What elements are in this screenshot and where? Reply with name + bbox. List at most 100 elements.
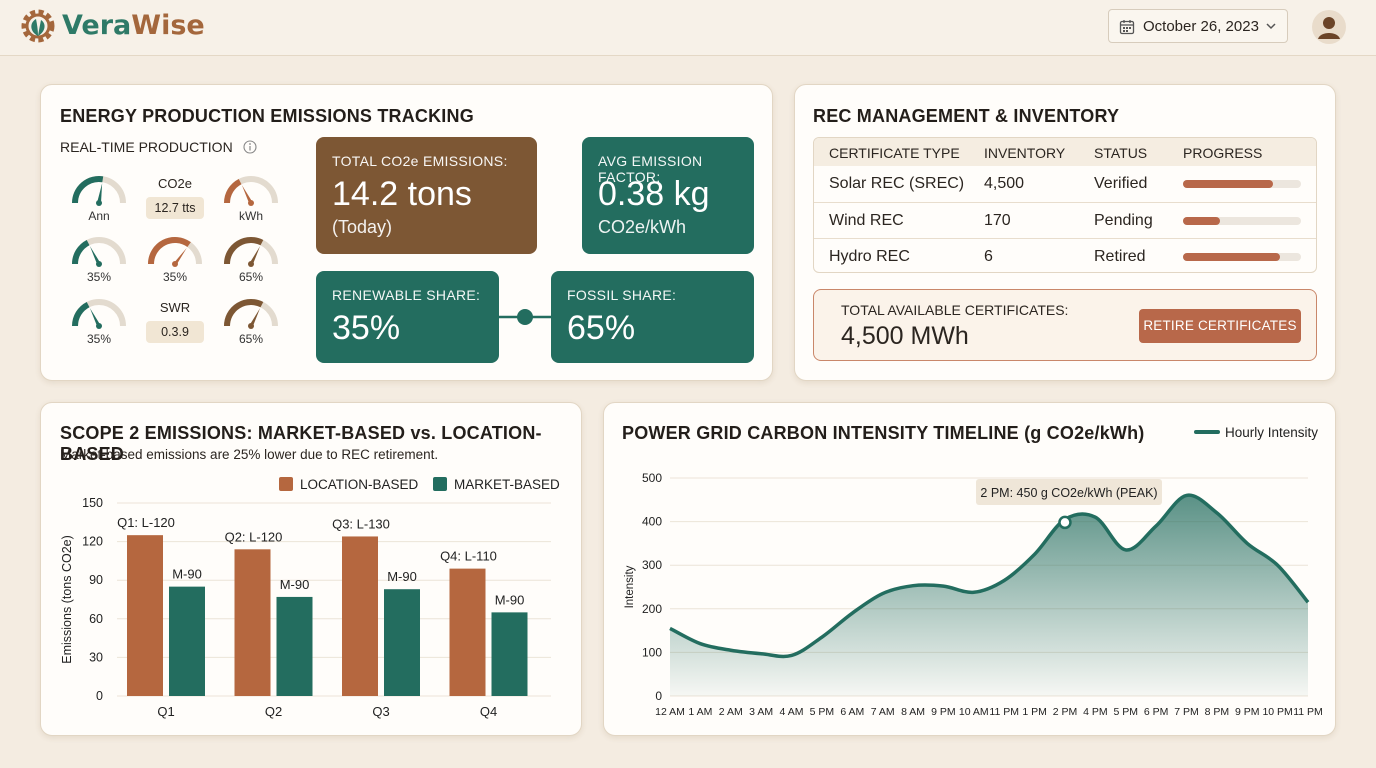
grid-title: POWER GRID CARBON INTENSITY TIMELINE (g …: [622, 423, 1145, 443]
rec-table: CERTIFICATE TYPE INVENTORY STATUS PROGRE…: [813, 137, 1317, 273]
cert-type: Hydro REC: [829, 248, 910, 265]
x-tick-label: 9 PM: [1235, 706, 1260, 718]
energy-card-title: ENERGY PRODUCTION EMISSIONS TRACKING: [60, 106, 474, 126]
legend-label: MARKET-BASED: [454, 477, 560, 492]
calendar-icon: [1119, 20, 1135, 35]
col-header-inventory: INVENTORY: [984, 145, 1066, 161]
bar-market-based: [169, 586, 205, 696]
cert-status: Verified: [1094, 175, 1148, 192]
x-tick-label: 11 PM: [1293, 706, 1323, 718]
gauge-dial-icon: [72, 299, 126, 329]
gauge-label: 65%: [238, 270, 264, 284]
gauge-row2-mid: 35%: [145, 234, 205, 290]
peak-marker: [1058, 515, 1072, 530]
y-axis-label: Intensity: [624, 565, 636, 608]
gauge-fill: [72, 301, 90, 327]
y-tick-label: 100: [642, 645, 662, 659]
renewable-share-value: 35%: [332, 309, 401, 347]
gauge-fill: [72, 239, 90, 265]
bar-data-label: Q4: L-110: [440, 549, 497, 564]
co2e-value: 12.7 tts: [146, 197, 204, 219]
y-tick-label: 60: [89, 612, 103, 626]
info-icon[interactable]: [243, 140, 257, 154]
energy-emissions-card: ENERGY PRODUCTION EMISSIONS TRACKING REA…: [40, 84, 773, 381]
gauge-hub: [248, 323, 254, 329]
scope2-bar-chart: 0 30 60 90 120 150 Emissions (tons CO2e) Q1: L-…: [60, 477, 560, 719]
gauge-dial-icon: [224, 237, 278, 267]
gauge-label: 35%: [86, 270, 112, 284]
date-value: October 26, 2023: [1143, 18, 1259, 35]
x-tick-label: 4 AM: [780, 706, 804, 718]
share-connector: [499, 309, 551, 325]
y-tick-label: 120: [82, 535, 103, 549]
y-tick-label: 150: [82, 496, 103, 510]
gauge-dial-icon: [148, 237, 202, 267]
total-certificates-value: 4,500 MWh: [841, 322, 969, 350]
fossil-share-value: 65%: [567, 309, 636, 347]
brand-name: VeraWise: [62, 10, 205, 41]
rec-management-card: REC MANAGEMENT & INVENTORY CERTIFICATE T…: [794, 84, 1336, 381]
date-picker[interactable]: October 26, 2023: [1108, 9, 1288, 43]
gauge-hub: [248, 261, 254, 267]
legend-label: Hourly Intensity: [1225, 425, 1318, 440]
cert-type: Wind REC: [829, 212, 904, 229]
brand-part-2: Wise: [131, 10, 205, 41]
rec-table-header: CERTIFICATE TYPE INVENTORY STATUS PROGRE…: [814, 138, 1316, 166]
gauge-dial-icon: [72, 237, 126, 267]
bar-data-label: M-90: [172, 567, 202, 582]
avg-emission-value: 0.38 kg: [598, 175, 710, 213]
swr-readout: SWR 0.3.9: [142, 300, 208, 343]
intensity-line: [669, 493, 1310, 659]
x-tick-label: 10 AM: [959, 706, 989, 718]
col-header-progress: PROGRESS: [1183, 145, 1263, 161]
renewable-share-label: RENEWABLE SHARE:: [332, 287, 481, 303]
bar-location-based: [127, 535, 163, 696]
cert-inventory: 170: [984, 212, 1011, 229]
x-tick-label: 5 PM: [810, 706, 835, 718]
realtime-production-label: REAL-TIME PRODUCTION: [60, 139, 257, 155]
fossil-share-label: FOSSIL SHARE:: [567, 287, 677, 303]
cert-status: Retired: [1094, 248, 1146, 265]
x-tick-label: 5 PM: [1113, 706, 1138, 718]
avg-emission-label: AVG EMISSION FACTOR:: [598, 153, 703, 185]
gauge-kwh: kWh: [221, 173, 281, 229]
bar-market-based: [384, 589, 420, 696]
x-tick-label: 6 PM: [1144, 706, 1169, 718]
y-axis-label: Emissions (tons CO2e): [60, 535, 74, 664]
table-row[interactable]: Wind REC 170 Pending: [814, 202, 1316, 238]
brand-part-1: Vera: [62, 10, 132, 41]
cert-inventory: 6: [984, 248, 993, 265]
x-tick-label: 7 PM: [1174, 706, 1199, 718]
table-row[interactable]: Hydro REC 6 Retired: [814, 238, 1316, 272]
progress-bar: [1183, 217, 1301, 225]
intensity-area: [670, 495, 1308, 696]
grid-intensity-card: POWER GRID CARBON INTENSITY TIMELINE (g …: [603, 402, 1336, 736]
x-tick-label: 9 PM: [931, 706, 956, 718]
gauge-fill: [224, 178, 242, 204]
co2e-label: CO2e: [158, 176, 192, 191]
x-tick-label: 8 AM: [901, 706, 925, 718]
gauge-dial-icon: [224, 299, 278, 329]
y-tick-label: 90: [89, 573, 103, 587]
total-co2e-tile: TOTAL CO2e EMISSIONS: 14.2 tons (Today): [316, 137, 537, 254]
x-tick-label: 8 PM: [1205, 706, 1230, 718]
x-tick-label: 2 AM: [719, 706, 743, 718]
bar-location-based: [342, 536, 378, 696]
avatar[interactable]: [1312, 10, 1346, 44]
total-certificates-box: TOTAL AVAILABLE CERTIFICATES: 4,500 MWh …: [813, 289, 1317, 361]
y-tick-label: 0: [655, 689, 662, 703]
retire-certificates-button[interactable]: RETIRE CERTIFICATES: [1139, 309, 1301, 343]
scope2-subtitle: Market-based emissions are 25% lower due…: [60, 447, 439, 462]
total-co2e-value: 14.2 tons: [332, 175, 472, 213]
bar-data-label: Q2: L-120: [225, 529, 283, 544]
progress-fill: [1183, 217, 1220, 225]
gauge-label: Ann: [88, 209, 110, 223]
chevron-down-icon: [1266, 23, 1276, 30]
gauge-hub: [96, 200, 102, 206]
x-tick-label: 12 AM: [655, 706, 685, 718]
gauge-dial-icon: [224, 176, 278, 206]
y-tick-label: 300: [642, 558, 662, 572]
gauge-row3-right: 65%: [221, 296, 281, 352]
bar-data-label: Q1: L-120: [117, 515, 175, 530]
table-row[interactable]: Solar REC (SREC) 4,500 Verified: [814, 166, 1316, 202]
